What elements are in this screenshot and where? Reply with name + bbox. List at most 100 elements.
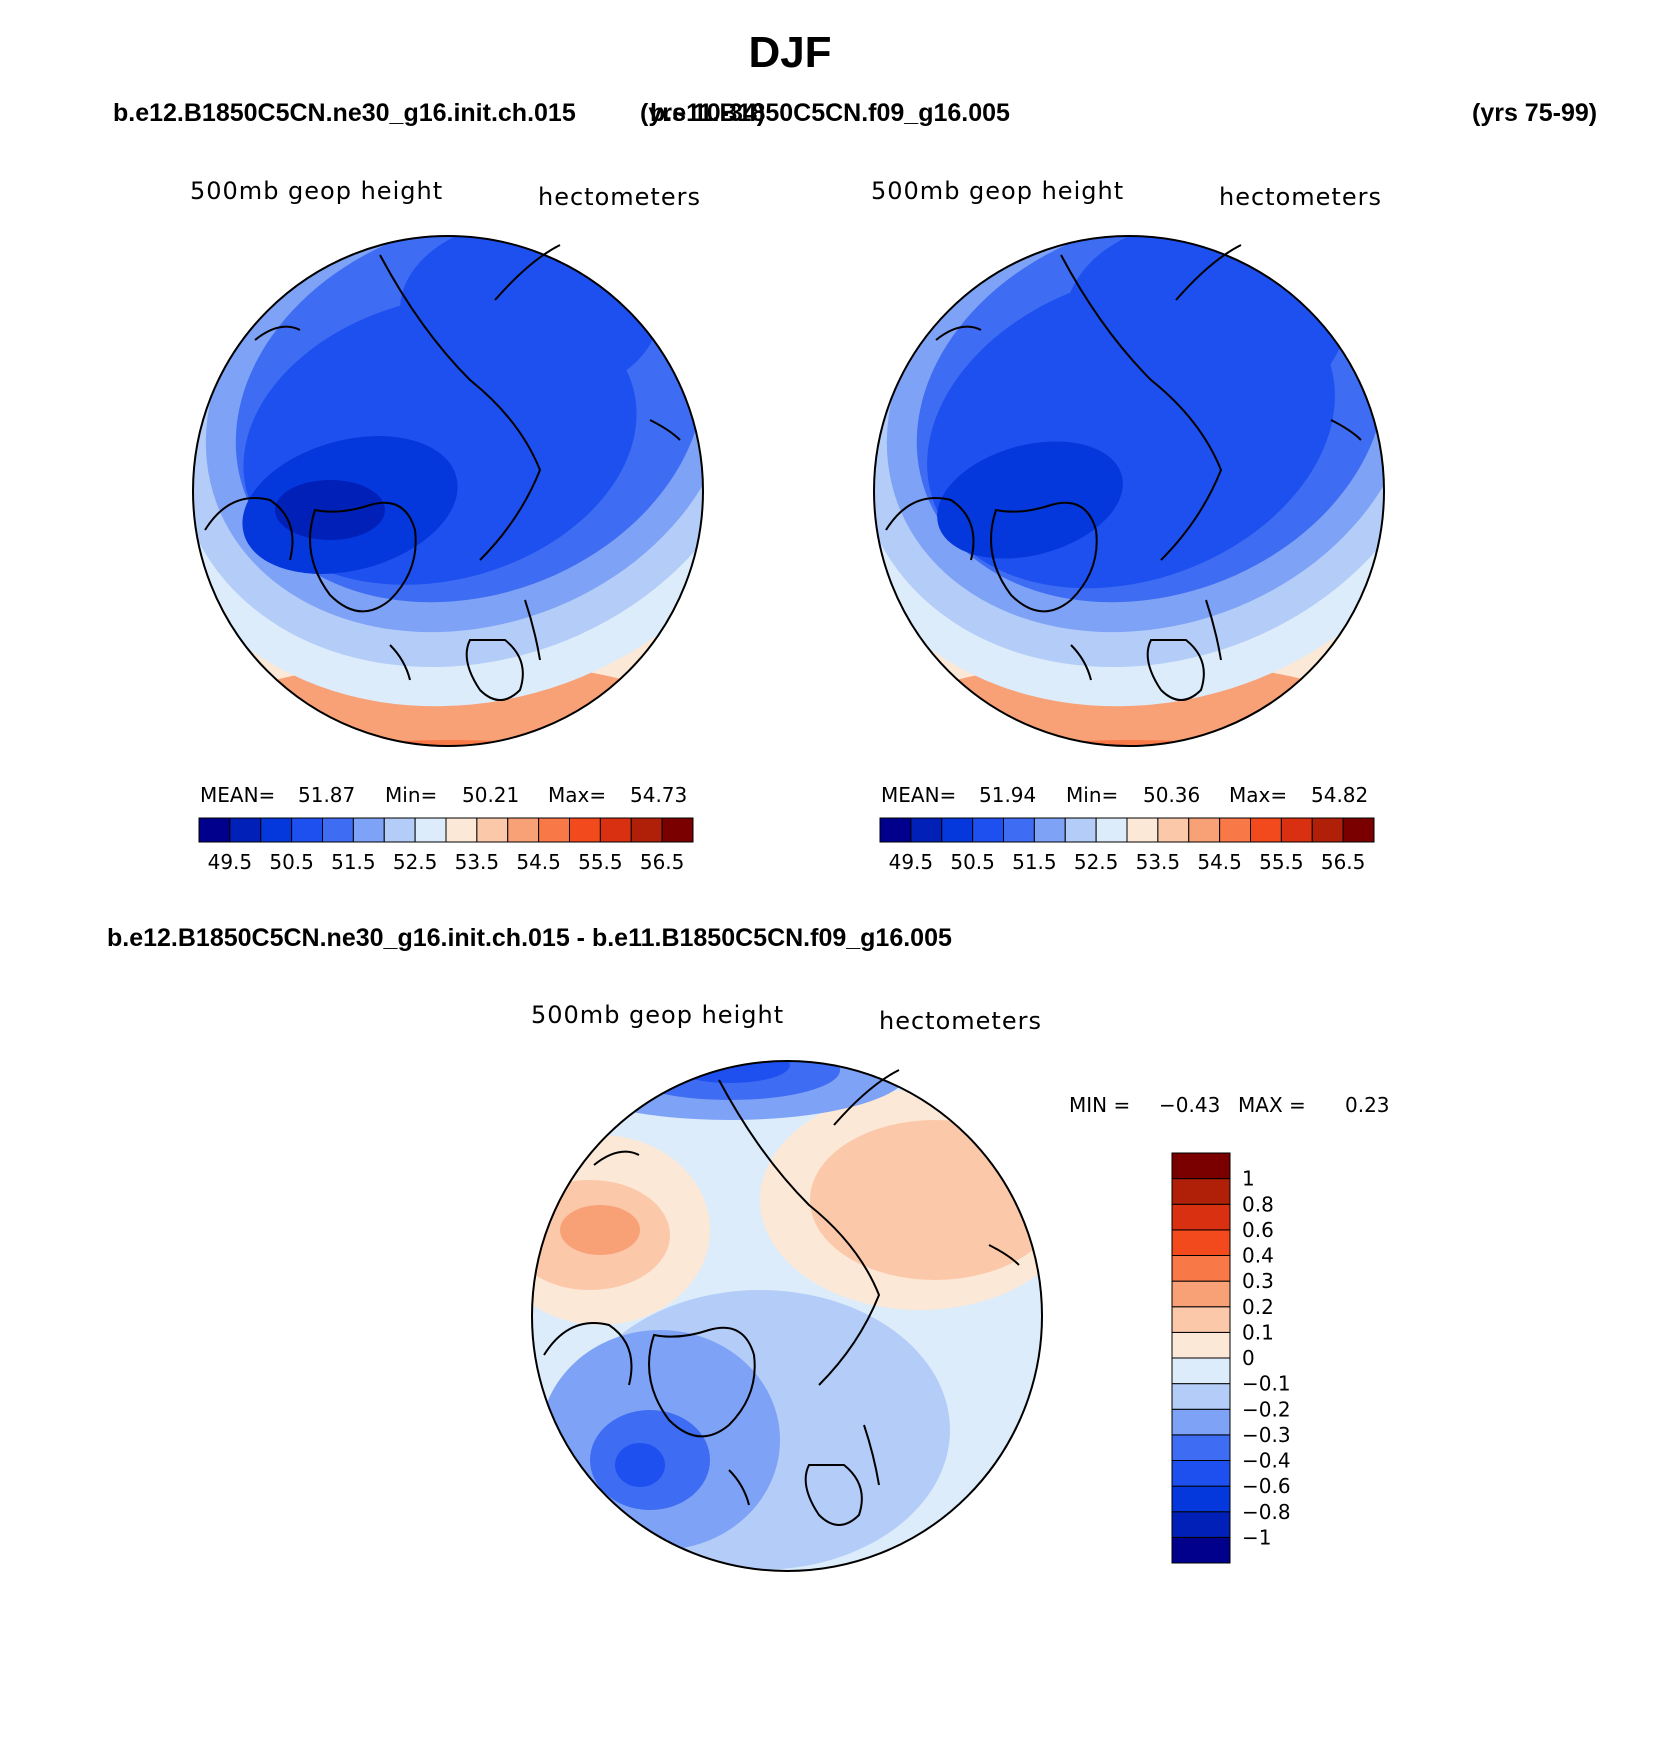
colorbar-1-swatch <box>322 817 354 843</box>
map-border-2 <box>873 235 1385 747</box>
colorbar-2-swatch <box>1342 817 1375 843</box>
case1-years: (yrs 10-34) <box>640 99 766 127</box>
colorbar-2-swatch <box>941 817 974 843</box>
colorbar-3-swatch <box>1171 1511 1231 1538</box>
colorbar-3-tick-label: 0.1 <box>1242 1320 1274 1344</box>
colorbar-2-tick-label: 52.5 <box>1074 850 1119 874</box>
panel3-variable: 500mb geop height <box>531 1001 785 1029</box>
panel2-min-label: Min= <box>1066 783 1119 807</box>
colorbar-2-swatch <box>1033 817 1066 843</box>
colorbar-3-tick-label: 0.3 <box>1242 1269 1274 1293</box>
colorbar-1-swatch <box>630 817 663 843</box>
difference-title: b.e12.B1850C5CN.ne30_g16.init.ch.015 - b… <box>107 924 952 952</box>
colorbar-1-tick-label: 56.5 <box>640 850 685 874</box>
colorbar-2-tick-label: 49.5 <box>889 850 934 874</box>
colorbar-2-tick-label: 55.5 <box>1259 850 1304 874</box>
colorbar-1-tick-label: 54.5 <box>516 850 561 874</box>
colorbar-3-swatch <box>1171 1383 1231 1410</box>
colorbar-1-tick-label: 53.5 <box>455 850 500 874</box>
colorbar-3-swatch <box>1171 1485 1231 1513</box>
colorbar-2-swatch <box>1126 817 1159 843</box>
panel1-min-label: Min= <box>385 783 438 807</box>
colorbar-2-swatch <box>1280 817 1313 843</box>
panel3-max-label: MAX = <box>1238 1093 1306 1117</box>
panel2-units: hectometers <box>1219 183 1382 211</box>
colorbar-1-swatch <box>538 817 570 843</box>
colorbar-2-swatch <box>1188 817 1221 843</box>
colorbar-2: 49.5 50.5 51.5 52.5 53.5 54.5 55.5 56.5 <box>879 817 1375 874</box>
panel3-min-label: MIN = <box>1069 1093 1131 1117</box>
colorbar-1-tick-label: 52.5 <box>393 850 438 874</box>
colorbar-2-tick-label: 50.5 <box>950 850 995 874</box>
colorbar-3-swatch <box>1171 1434 1231 1461</box>
colorbar-1-swatch <box>229 817 262 843</box>
colorbar-1: 49.5 50.5 51.5 52.5 53.5 54.5 55.5 56.5 <box>198 817 694 874</box>
coastlines-1 <box>204 244 681 701</box>
colorbar-3-tick-label: −0.6 <box>1242 1474 1291 1498</box>
colorbar-3-swatch <box>1171 1229 1231 1256</box>
colorbar-1-tick-label: 50.5 <box>269 850 314 874</box>
coastlines-2 <box>885 244 1362 701</box>
panel3-min-value: −0.43 <box>1159 1093 1221 1117</box>
colorbar-2-swatch <box>1003 817 1035 843</box>
colorbar-3-tick-label: −0.2 <box>1242 1397 1291 1421</box>
colorbar-3-tick-label: 0.6 <box>1242 1218 1274 1242</box>
colorbar-2-tick-label: 53.5 <box>1136 850 1181 874</box>
colorbar-3-tick-label: −0.3 <box>1242 1423 1291 1447</box>
panel1-variable: 500mb geop height <box>190 177 444 205</box>
panel2-mean-value: 51.94 <box>979 783 1037 807</box>
case1-name: b.e12.B1850C5CN.ne30_g16.init.ch.015 <box>113 99 576 127</box>
colorbar-1-swatch <box>414 817 447 843</box>
map-panel-2 <box>873 235 1385 747</box>
panel1-units: hectometers <box>538 183 701 211</box>
colorbar-2-swatch <box>1311 817 1344 843</box>
colorbar-3-swatch <box>1171 1203 1231 1231</box>
panel3-units: hectometers <box>879 1007 1042 1035</box>
panel2-mean-label: MEAN= <box>881 783 957 807</box>
panel3-max-value: 0.23 <box>1345 1093 1390 1117</box>
colorbar-2-swatch <box>1064 817 1097 843</box>
colorbar-1-tick-label: 49.5 <box>208 850 253 874</box>
colorbar-1-swatch <box>260 817 293 843</box>
colorbar-3-tick-label: −0.1 <box>1242 1372 1291 1396</box>
colorbar-3-swatch <box>1171 1178 1231 1205</box>
colorbar-2-tick-label: 51.5 <box>1012 850 1057 874</box>
colorbar-3-tick-label: 1 <box>1242 1167 1255 1191</box>
panel2-min-value: 50.36 <box>1143 783 1201 807</box>
colorbar-3-swatch <box>1171 1255 1231 1282</box>
colorbar-3-tick-label: 0.4 <box>1242 1244 1274 1268</box>
case2-name: b.e11.B1850C5CN.f09_g16.005 <box>650 99 1010 127</box>
colorbar-1-tick-label: 51.5 <box>331 850 376 874</box>
panel1-mean-value: 51.87 <box>298 783 356 807</box>
map-border-3 <box>531 1060 1043 1572</box>
colorbar-1-swatch <box>569 817 601 843</box>
panel1-mean-label: MEAN= <box>200 783 276 807</box>
contour-fill-2 <box>874 236 1384 746</box>
panel2-max-label: Max= <box>1229 783 1288 807</box>
figure-title: DJF <box>748 28 832 77</box>
contour-fill-3 <box>532 1061 1042 1571</box>
colorbar-3-swatch <box>1171 1536 1231 1564</box>
colorbar-3-tick-label: −0.8 <box>1242 1500 1291 1524</box>
colorbar-1-swatch <box>383 817 416 843</box>
colorbar-2-swatch <box>910 817 943 843</box>
map-border-1 <box>192 235 704 747</box>
colorbar-2-tick-label: 56.5 <box>1321 850 1366 874</box>
contour-fill-1 <box>193 236 703 746</box>
colorbar-3-swatch <box>1171 1408 1231 1436</box>
colorbar-1-swatch <box>352 817 385 843</box>
colorbar-1-swatch <box>198 817 231 843</box>
case2-years: (yrs 75-99) <box>1472 99 1598 127</box>
colorbar-2-swatch <box>879 817 912 843</box>
coastlines-3 <box>543 1069 1020 1526</box>
colorbar-3-swatch <box>1171 1460 1231 1487</box>
colorbar-2-swatch <box>1095 817 1128 843</box>
colorbar-3: 10.80.60.40.30.20.10−0.1−0.2−0.3−0.4−0.6… <box>1171 1152 1291 1564</box>
panel1-min-value: 50.21 <box>462 783 520 807</box>
map-panel-1 <box>192 235 704 747</box>
colorbar-1-swatch <box>507 817 540 843</box>
colorbar-1-swatch <box>661 817 694 843</box>
colorbar-2-tick-label: 54.5 <box>1197 850 1242 874</box>
colorbar-2-swatch <box>972 817 1004 843</box>
